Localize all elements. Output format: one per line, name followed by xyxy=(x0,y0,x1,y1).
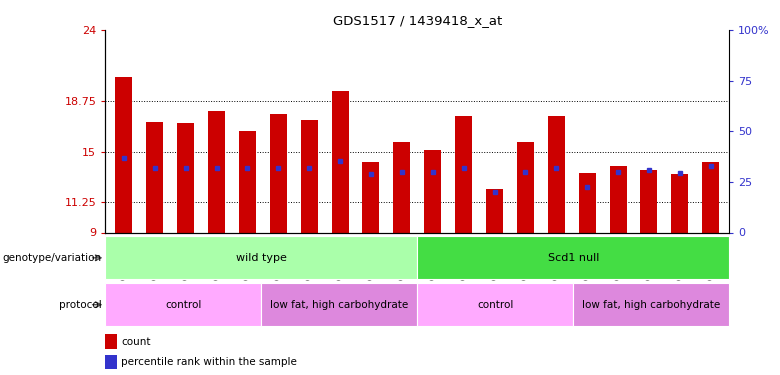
Bar xyxy=(363,162,379,232)
Bar xyxy=(300,120,317,232)
Bar xyxy=(105,355,116,369)
Bar xyxy=(424,150,441,232)
Bar xyxy=(261,283,417,326)
Bar xyxy=(115,77,133,232)
Bar xyxy=(177,123,194,232)
Bar xyxy=(702,162,719,232)
Bar xyxy=(456,116,472,232)
Text: protocol: protocol xyxy=(58,300,101,310)
Bar xyxy=(393,142,410,232)
Text: control: control xyxy=(477,300,513,310)
Bar xyxy=(417,236,729,279)
Text: control: control xyxy=(165,300,201,310)
Title: GDS1517 / 1439418_x_at: GDS1517 / 1439418_x_at xyxy=(333,15,502,27)
Bar xyxy=(208,111,225,232)
Bar xyxy=(332,91,349,232)
Bar xyxy=(239,131,256,232)
Text: low fat, high carbohydrate: low fat, high carbohydrate xyxy=(270,300,409,310)
Text: wild type: wild type xyxy=(236,253,287,263)
Bar xyxy=(517,142,534,232)
Bar xyxy=(672,174,689,232)
Text: count: count xyxy=(121,336,151,346)
Bar xyxy=(486,189,503,232)
Bar xyxy=(105,283,261,326)
Bar xyxy=(548,116,565,232)
Bar xyxy=(105,236,417,279)
Text: Scd1 null: Scd1 null xyxy=(548,253,599,263)
Bar xyxy=(105,334,116,349)
Bar xyxy=(579,173,596,232)
Bar xyxy=(146,122,163,232)
Text: genotype/variation: genotype/variation xyxy=(2,253,101,263)
Text: low fat, high carbohydrate: low fat, high carbohydrate xyxy=(582,300,721,310)
Bar xyxy=(640,170,658,232)
Bar xyxy=(270,114,287,232)
Text: percentile rank within the sample: percentile rank within the sample xyxy=(121,357,296,367)
Bar xyxy=(417,283,573,326)
Bar xyxy=(573,283,729,326)
Bar xyxy=(610,166,626,232)
